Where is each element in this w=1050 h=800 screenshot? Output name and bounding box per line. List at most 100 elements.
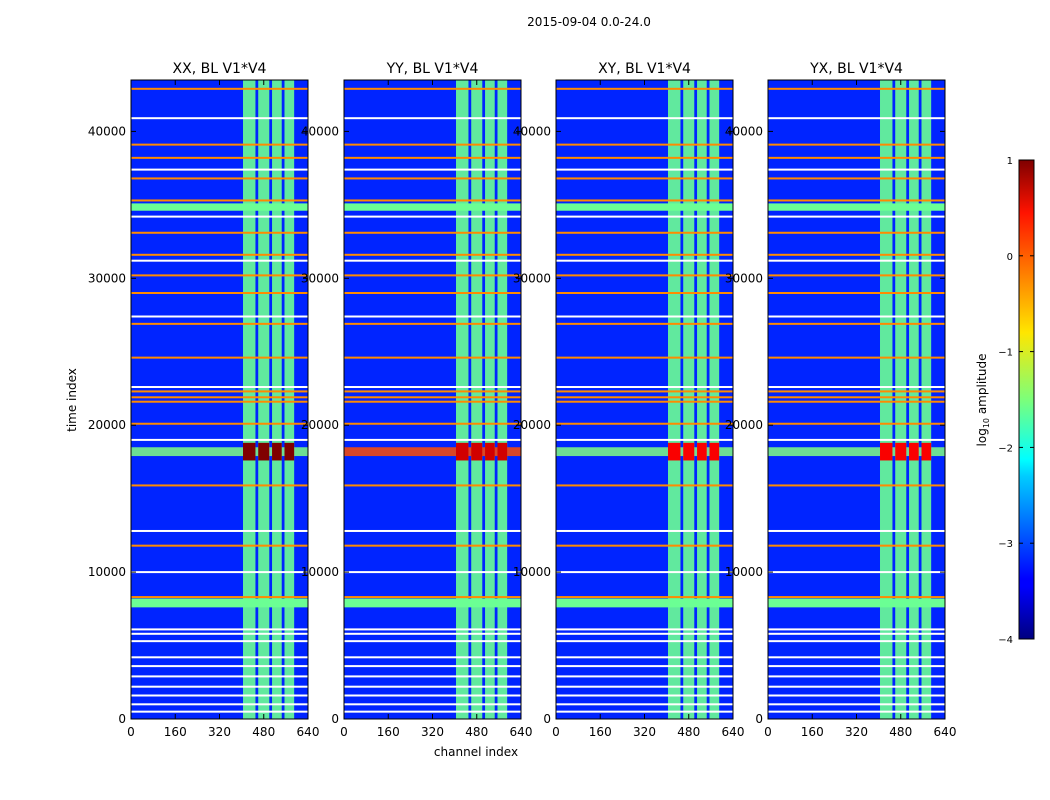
- panel-title: XY, BL V1*V4: [598, 61, 691, 77]
- active-channel-column: [921, 80, 932, 719]
- event-band: [344, 447, 521, 457]
- active-channel-column: [243, 80, 256, 719]
- rfi-line: [768, 396, 945, 399]
- rfi-line: [768, 87, 945, 90]
- rfi-line: [768, 596, 945, 599]
- event-peak-cell: [258, 442, 270, 461]
- active-channel-column: [497, 80, 508, 719]
- rfi-line: [556, 199, 733, 202]
- rfi-line: [344, 400, 521, 403]
- event-peak-cell: [243, 442, 256, 461]
- panel-title: YX, BL V1*V4: [809, 61, 903, 77]
- rfi-line: [131, 544, 308, 547]
- flagged-row: [131, 168, 308, 171]
- flagged-row: [768, 215, 945, 218]
- flagged-row: [131, 215, 308, 218]
- x-tick-label: 480: [252, 725, 275, 739]
- rfi-line: [768, 422, 945, 425]
- flagged-row: [556, 685, 733, 688]
- rfi-line: [131, 400, 308, 403]
- panel-title: XX, BL V1*V4: [173, 61, 267, 77]
- active-channel-column: [697, 80, 707, 719]
- rfi-line: [344, 231, 521, 234]
- active-channel-column: [683, 80, 695, 719]
- rfi-line: [768, 484, 945, 487]
- rfi-line: [768, 390, 945, 393]
- event-peak-cell: [895, 442, 907, 461]
- rfi-line: [344, 322, 521, 325]
- rfi-line: [131, 156, 308, 159]
- flagged-row: [344, 215, 521, 218]
- rfi-line: [131, 87, 308, 90]
- rfi-line: [131, 322, 308, 325]
- rfi-line: [768, 322, 945, 325]
- rfi-line: [556, 596, 733, 599]
- x-tick-label: 0: [764, 725, 772, 739]
- flagged-row: [131, 665, 308, 668]
- active-channel-column: [456, 80, 469, 719]
- rfi-line: [344, 544, 521, 547]
- flagged-row: [768, 315, 945, 318]
- event-band: [768, 447, 945, 457]
- rfi-line: [131, 422, 308, 425]
- flagged-row: [344, 259, 521, 262]
- rfi-line: [344, 484, 521, 487]
- flagged-row: [556, 656, 733, 659]
- flagged-row: [768, 675, 945, 678]
- rfi-line: [556, 156, 733, 159]
- rfi-line: [131, 596, 308, 599]
- rfi-line: [556, 231, 733, 234]
- x-tick-label: 480: [889, 725, 912, 739]
- x-tick-label: 160: [589, 725, 612, 739]
- x-tick-label: 320: [421, 725, 444, 739]
- rfi-line: [556, 322, 733, 325]
- flagged-row: [344, 438, 521, 441]
- rfi-line: [768, 253, 945, 256]
- flagged-row: [768, 529, 945, 532]
- x-tick-label: 320: [208, 725, 231, 739]
- y-tick-label: 20000: [88, 418, 126, 432]
- flagged-row: [768, 685, 945, 688]
- flagged-row: [768, 117, 945, 120]
- flagged-row: [556, 703, 733, 706]
- panel-3: XY, BL V1*V4 0 160 320 480 640 0 10000 20000 3000…: [513, 61, 745, 739]
- flagged-row: [556, 215, 733, 218]
- rfi-line: [344, 596, 521, 599]
- rfi-line: [556, 143, 733, 146]
- event-peak-cell: [697, 442, 707, 461]
- flagged-row: [768, 694, 945, 697]
- panel-1: XX, BL V1*V4 0 160 320 480 640 0 10000 20000 3000…: [88, 61, 320, 739]
- flagged-row: [344, 694, 521, 697]
- event-peak-cell: [497, 442, 508, 461]
- x-tick-label: 320: [633, 725, 656, 739]
- flagged-row: [768, 703, 945, 706]
- x-tick-label: 160: [801, 725, 824, 739]
- rfi-line: [768, 143, 945, 146]
- event-peak-cell: [456, 442, 469, 461]
- flagged-row: [556, 438, 733, 441]
- x-tick-label: 480: [677, 725, 700, 739]
- rfi-line: [556, 544, 733, 547]
- x-tick-label: 160: [377, 725, 400, 739]
- flagged-row: [556, 117, 733, 120]
- x-tick-label: 0: [552, 725, 560, 739]
- green-band: [131, 598, 308, 608]
- x-tick-label: 160: [164, 725, 187, 739]
- colorbar-ticks: 1 0 −1 −2 −3 −4: [998, 156, 1034, 646]
- x-tick-label: 320: [845, 725, 868, 739]
- flagged-row: [768, 571, 945, 574]
- flagged-row: [768, 628, 945, 631]
- x-tick-label: 640: [297, 725, 320, 739]
- flagged-row: [768, 168, 945, 171]
- rfi-line: [768, 544, 945, 547]
- rfi-line: [556, 400, 733, 403]
- flagged-row: [131, 694, 308, 697]
- rfi-line: [768, 292, 945, 294]
- flagged-row: [556, 315, 733, 318]
- y-tick-label: 40000: [725, 124, 763, 138]
- rfi-line: [344, 177, 521, 180]
- flagged-row: [131, 703, 308, 706]
- flagged-row: [131, 675, 308, 678]
- rfi-line: [768, 356, 945, 359]
- flagged-row: [344, 168, 521, 171]
